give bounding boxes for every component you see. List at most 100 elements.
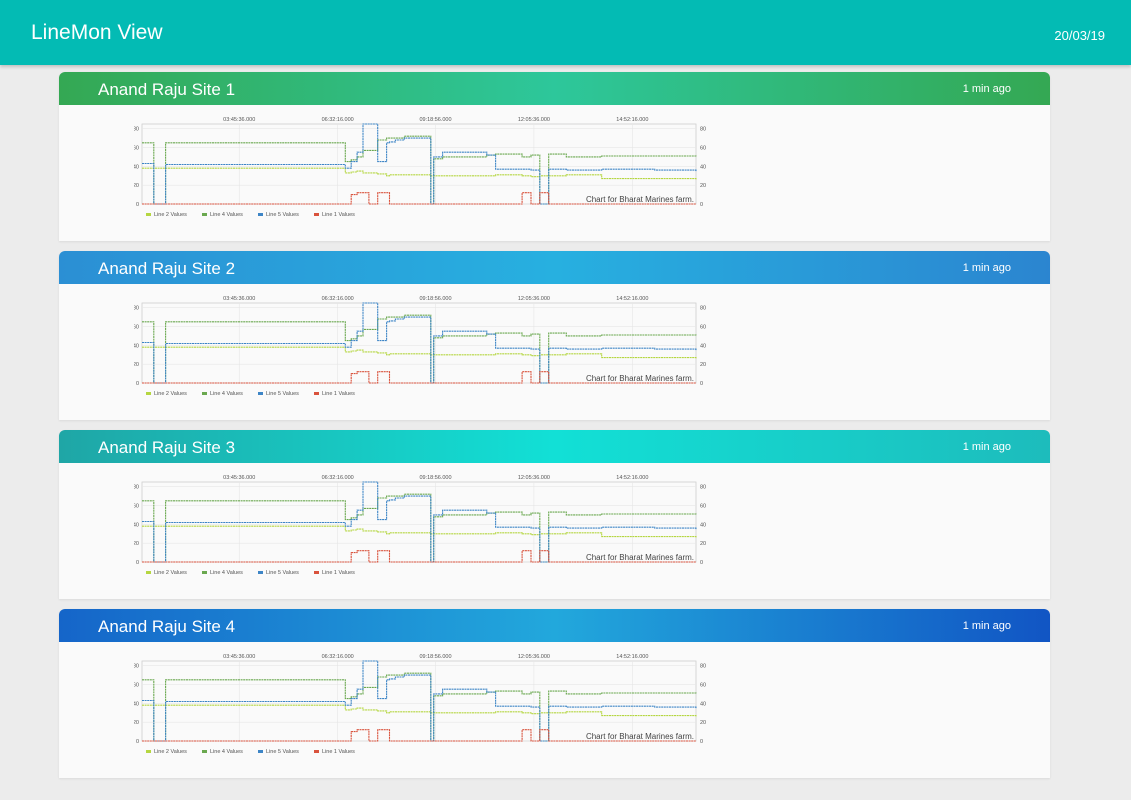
x-tick-label: 12:05:36.000 — [518, 654, 550, 660]
y-tick-right: 40 — [700, 343, 706, 349]
site-card: Anand Raju Site 4 1 min ago 80 80 60 60 40 40… — [59, 609, 1050, 778]
y-tick-right: 20 — [700, 362, 706, 368]
legend-label: Line 5 Values — [266, 749, 299, 755]
y-tick-left: 40 — [134, 343, 139, 349]
y-tick-right: 80 — [700, 485, 706, 491]
series-line — [142, 314, 697, 384]
x-tick-label: 12:05:36.000 — [518, 475, 550, 481]
site-card: Anand Raju Site 1 1 min ago 80 80 60 60 40 40… — [59, 72, 1050, 241]
legend-label: Line 2 Values — [154, 749, 187, 755]
legend-swatch — [314, 213, 319, 216]
legend-swatch — [258, 750, 263, 753]
y-tick-left: 0 — [136, 202, 139, 208]
x-tick-label: 14:52:16.000 — [616, 654, 648, 660]
y-tick-right: 60 — [700, 683, 706, 689]
chart-svg[interactable]: 80 80 60 60 40 40 20 20 0 0 03:45:36.000 06:32:16.0… — [134, 472, 914, 596]
last-updated: 1 min ago — [962, 262, 1011, 274]
last-updated: 1 min ago — [962, 620, 1011, 632]
chart-svg[interactable]: 80 80 60 60 40 40 20 20 0 0 03:45:36.000 06:32:16.0… — [134, 293, 914, 417]
y-tick-right: 20 — [700, 183, 706, 189]
legend-label: Line 1 Values — [322, 212, 355, 218]
y-tick-left: 80 — [134, 127, 139, 133]
x-tick-label: 12:05:36.000 — [518, 117, 550, 123]
series-line — [142, 704, 697, 717]
legend-label: Line 2 Values — [154, 212, 187, 218]
y-tick-right: 60 — [700, 504, 706, 510]
site-card-header[interactable]: Anand Raju Site 2 1 min ago — [59, 251, 1050, 284]
x-tick-label: 06:32:16.000 — [322, 475, 354, 481]
app-title: LineMon View — [31, 21, 163, 44]
last-updated: 1 min ago — [962, 83, 1011, 95]
site-card-header[interactable]: Anand Raju Site 4 1 min ago — [59, 609, 1050, 642]
series-line — [142, 525, 697, 538]
line-chart[interactable]: 80 80 60 60 40 40 20 20 0 0 03:45:36.000 06:32:16.0… — [134, 114, 914, 238]
legend-swatch — [258, 571, 263, 574]
chart-title: Chart for Bharat Marines farm. — [586, 195, 694, 204]
x-tick-label: 09:18:56.000 — [419, 475, 451, 481]
x-tick-label: 03:45:36.000 — [223, 654, 255, 660]
series-line — [142, 123, 697, 205]
chart-svg[interactable]: 80 80 60 60 40 40 20 20 0 0 03:45:36.000 06:32:16.0… — [134, 114, 914, 238]
legend-label: Line 2 Values — [154, 391, 187, 397]
legend-swatch — [258, 392, 263, 395]
x-tick-label: 03:45:36.000 — [223, 475, 255, 481]
y-tick-right: 40 — [700, 522, 706, 528]
x-tick-label: 14:52:16.000 — [616, 296, 648, 302]
site-card: Anand Raju Site 3 1 min ago 80 80 60 60 40 40… — [59, 430, 1050, 599]
y-tick-left: 60 — [134, 504, 139, 510]
y-tick-right: 0 — [700, 560, 703, 566]
line-chart[interactable]: 80 80 60 60 40 40 20 20 0 0 03:45:36.000 06:32:16.0… — [134, 472, 914, 596]
series-line — [142, 302, 697, 384]
legend-label: Line 5 Values — [266, 391, 299, 397]
x-tick-label: 14:52:16.000 — [616, 475, 648, 481]
legend-swatch — [314, 750, 319, 753]
series-line — [142, 481, 697, 563]
y-tick-left: 20 — [134, 720, 139, 726]
y-tick-left: 80 — [134, 664, 139, 670]
legend-label: Line 4 Values — [210, 212, 243, 218]
current-date: 20/03/19 — [1054, 28, 1105, 43]
x-tick-label: 06:32:16.000 — [322, 654, 354, 660]
legend-label: Line 1 Values — [322, 570, 355, 576]
line-chart[interactable]: 80 80 60 60 40 40 20 20 0 0 03:45:36.000 06:32:16.0… — [134, 651, 914, 775]
y-tick-right: 0 — [700, 381, 703, 387]
y-tick-right: 40 — [700, 164, 706, 170]
y-tick-right: 60 — [700, 325, 706, 331]
site-card-header[interactable]: Anand Raju Site 3 1 min ago — [59, 430, 1050, 463]
legend-swatch — [202, 392, 207, 395]
y-tick-left: 80 — [134, 485, 139, 491]
y-tick-right: 20 — [700, 720, 706, 726]
y-tick-left: 20 — [134, 183, 139, 189]
site-card-header[interactable]: Anand Raju Site 1 1 min ago — [59, 72, 1050, 105]
x-tick-label: 06:32:16.000 — [322, 117, 354, 123]
legend-swatch — [146, 213, 151, 216]
legend-swatch — [202, 213, 207, 216]
series-line — [142, 346, 697, 359]
y-tick-left: 0 — [136, 560, 139, 566]
x-tick-label: 12:05:36.000 — [518, 296, 550, 302]
series-line — [142, 672, 697, 742]
y-tick-right: 80 — [700, 306, 706, 312]
y-tick-left: 40 — [134, 522, 139, 528]
y-tick-left: 80 — [134, 306, 139, 312]
series-line — [142, 660, 697, 742]
chart-svg[interactable]: 80 80 60 60 40 40 20 20 0 0 03:45:36.000 06:32:16.0… — [134, 651, 914, 775]
line-chart[interactable]: 80 80 60 60 40 40 20 20 0 0 03:45:36.000 06:32:16.0… — [134, 293, 914, 417]
chart-title: Chart for Bharat Marines farm. — [586, 732, 694, 741]
legend-label: Line 1 Values — [322, 749, 355, 755]
legend-swatch — [258, 213, 263, 216]
legend-label: Line 4 Values — [210, 570, 243, 576]
legend-swatch — [146, 392, 151, 395]
y-tick-left: 40 — [134, 164, 139, 170]
legend-swatch — [314, 571, 319, 574]
chart-title: Chart for Bharat Marines farm. — [586, 553, 694, 562]
legend-swatch — [314, 392, 319, 395]
site-title: Anand Raju Site 3 — [98, 438, 236, 457]
y-tick-left: 0 — [136, 381, 139, 387]
legend-label: Line 2 Values — [154, 570, 187, 576]
x-tick-label: 03:45:36.000 — [223, 296, 255, 302]
legend-label: Line 1 Values — [322, 391, 355, 397]
legend-label: Line 4 Values — [210, 749, 243, 755]
legend-label: Line 4 Values — [210, 391, 243, 397]
y-tick-left: 60 — [134, 146, 139, 152]
